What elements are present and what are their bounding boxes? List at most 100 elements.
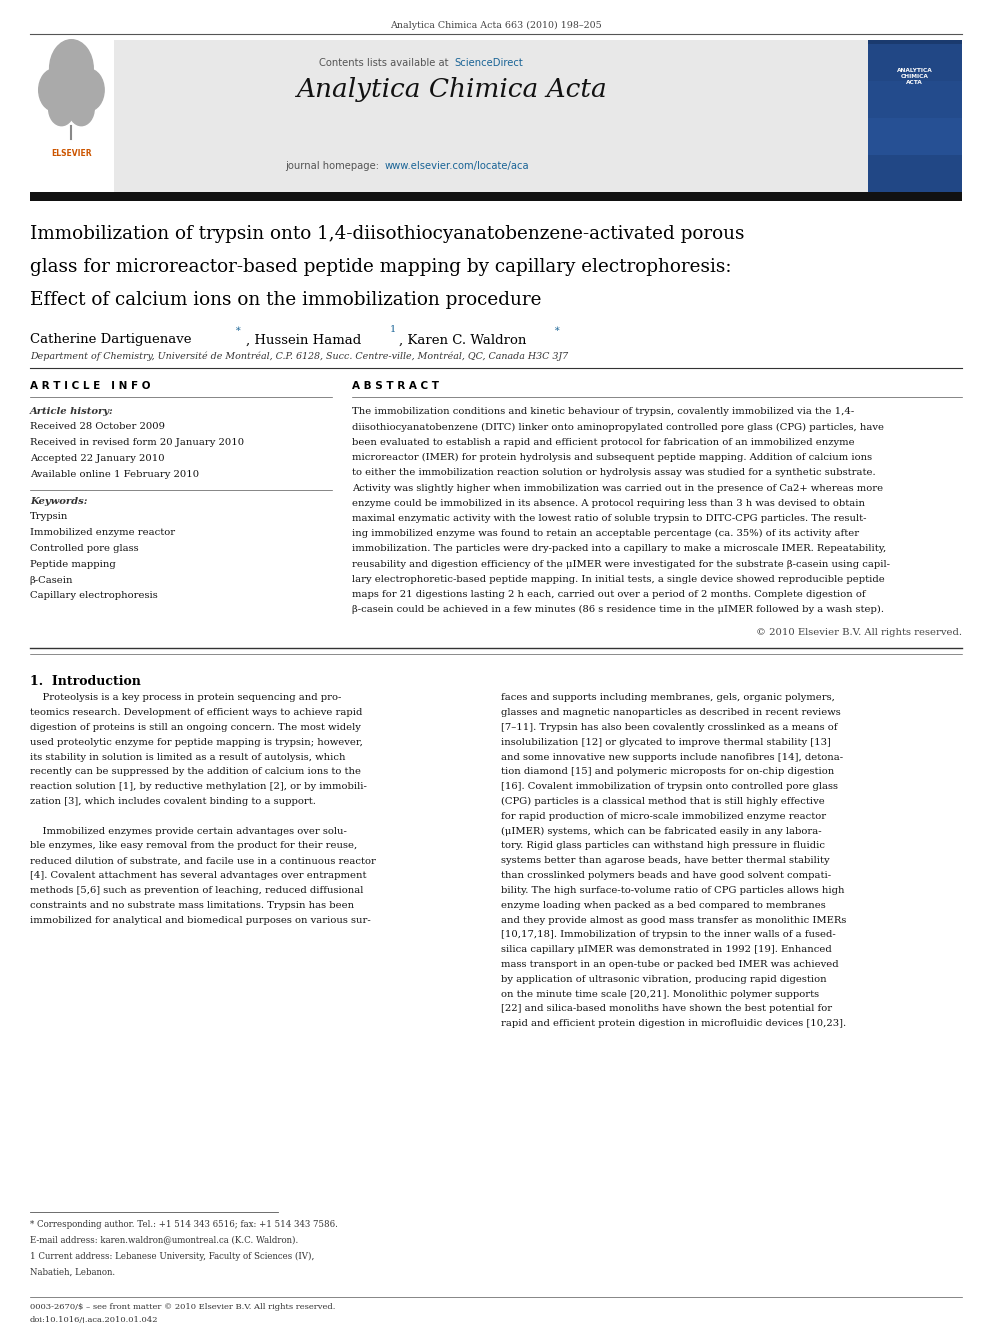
Text: been evaluated to establish a rapid and efficient protocol for fabrication of an: been evaluated to establish a rapid and … xyxy=(352,438,855,447)
Text: reaction solution [1], by reductive methylation [2], or by immobili-: reaction solution [1], by reductive meth… xyxy=(30,782,367,791)
Circle shape xyxy=(72,69,104,111)
Text: β-casein could be achieved in a few minutes (86 s residence time in the μIMER fo: β-casein could be achieved in a few minu… xyxy=(352,606,884,614)
Text: lary electrophoretic-based peptide mapping. In initial tests, a single device sh: lary electrophoretic-based peptide mappi… xyxy=(352,574,885,583)
Text: [7–11]. Trypsin has also been covalently crosslinked as a means of: [7–11]. Trypsin has also been covalently… xyxy=(501,722,837,732)
Text: A B S T R A C T: A B S T R A C T xyxy=(352,381,439,392)
Text: Article history:: Article history: xyxy=(30,407,113,417)
Text: Contents lists available at: Contents lists available at xyxy=(318,58,451,69)
Text: Trypsin: Trypsin xyxy=(30,512,68,521)
Text: 1.  Introduction: 1. Introduction xyxy=(30,675,141,688)
Text: The immobilization conditions and kinetic behaviour of trypsin, covalently immob: The immobilization conditions and kineti… xyxy=(352,407,854,417)
Text: immobilization. The particles were dry-packed into a capillary to make a microsc: immobilization. The particles were dry-p… xyxy=(352,545,887,553)
Text: ScienceDirect: ScienceDirect xyxy=(454,58,523,69)
Text: , Hussein Hamad: , Hussein Hamad xyxy=(246,333,361,347)
Text: mass transport in an open-tube or packed bed IMER was achieved: mass transport in an open-tube or packed… xyxy=(501,960,838,968)
Text: than crosslinked polymers beads and have good solvent compati-: than crosslinked polymers beads and have… xyxy=(501,871,831,880)
Text: Keywords:: Keywords: xyxy=(30,497,87,507)
Text: silica capillary μIMER was demonstrated in 1992 [19]. Enhanced: silica capillary μIMER was demonstrated … xyxy=(501,945,831,954)
Text: enzyme loading when packed as a bed compared to membranes: enzyme loading when packed as a bed comp… xyxy=(501,901,825,910)
Text: Capillary electrophoresis: Capillary electrophoresis xyxy=(30,591,158,601)
Text: Catherine Dartiguenave: Catherine Dartiguenave xyxy=(30,333,191,347)
Text: 1: 1 xyxy=(390,325,396,335)
Text: Immobilization of trypsin onto 1,4-diisothiocyanatobenzene-activated porous: Immobilization of trypsin onto 1,4-diiso… xyxy=(30,225,744,243)
Text: diisothiocyanatobenzene (DITC) linker onto aminopropylated controlled pore glass: diisothiocyanatobenzene (DITC) linker on… xyxy=(352,423,884,431)
Text: ELSEVIER: ELSEVIER xyxy=(52,149,91,159)
Circle shape xyxy=(49,91,74,126)
Text: Available online 1 February 2010: Available online 1 February 2010 xyxy=(30,470,198,479)
Text: Controlled pore glass: Controlled pore glass xyxy=(30,544,139,553)
Text: teomics research. Development of efficient ways to achieve rapid: teomics research. Development of efficie… xyxy=(30,708,362,717)
Text: reduced dilution of substrate, and facile use in a continuous reactor: reduced dilution of substrate, and facil… xyxy=(30,856,376,865)
Text: bility. The high surface-to-volume ratio of CPG particles allows high: bility. The high surface-to-volume ratio… xyxy=(501,886,844,894)
Text: microreactor (IMER) for protein hydrolysis and subsequent peptide mapping. Addit: microreactor (IMER) for protein hydrolys… xyxy=(352,452,872,462)
Text: [16]. Covalent immobilization of trypsin onto controlled pore glass: [16]. Covalent immobilization of trypsin… xyxy=(501,782,838,791)
Text: [22] and silica-based monoliths have shown the best potential for: [22] and silica-based monoliths have sho… xyxy=(501,1004,832,1013)
FancyBboxPatch shape xyxy=(868,40,962,192)
Text: Accepted 22 January 2010: Accepted 22 January 2010 xyxy=(30,454,165,463)
Text: Received in revised form 20 January 2010: Received in revised form 20 January 2010 xyxy=(30,438,244,447)
Text: immobilized for analytical and biomedical purposes on various sur-: immobilized for analytical and biomedica… xyxy=(30,916,370,925)
Text: www.elsevier.com/locate/aca: www.elsevier.com/locate/aca xyxy=(385,161,530,172)
FancyBboxPatch shape xyxy=(114,40,868,192)
Text: insolubilization [12] or glycated to improve thermal stability [13]: insolubilization [12] or glycated to imp… xyxy=(501,738,831,746)
Text: (CPG) particles is a classical method that is still highly effective: (CPG) particles is a classical method th… xyxy=(501,796,824,806)
Circle shape xyxy=(68,91,94,126)
Text: systems better than agarose beads, have better thermal stability: systems better than agarose beads, have … xyxy=(501,856,829,865)
Text: ∗: ∗ xyxy=(235,325,242,335)
Text: * Corresponding author. Tel.: +1 514 343 6516; fax: +1 514 343 7586.: * Corresponding author. Tel.: +1 514 343… xyxy=(30,1220,337,1229)
Text: ∗: ∗ xyxy=(554,325,560,335)
Circle shape xyxy=(39,69,70,111)
Text: Nabatieh, Lebanon.: Nabatieh, Lebanon. xyxy=(30,1267,115,1277)
Text: constraints and no substrate mass limitations. Trypsin has been: constraints and no substrate mass limita… xyxy=(30,901,354,910)
Text: zation [3], which includes covalent binding to a support.: zation [3], which includes covalent bind… xyxy=(30,796,315,806)
Text: to either the immobilization reaction solution or hydrolysis assay was studied f: to either the immobilization reaction so… xyxy=(352,468,876,478)
Text: Received 28 October 2009: Received 28 October 2009 xyxy=(30,422,165,431)
Text: , Karen C. Waldron: , Karen C. Waldron xyxy=(399,333,526,347)
Text: Department of Chemistry, Université de Montréal, C.P. 6128, Succ. Centre-ville, : Department of Chemistry, Université de M… xyxy=(30,352,567,361)
Text: rapid and efficient protein digestion in microfluidic devices [10,23].: rapid and efficient protein digestion in… xyxy=(501,1019,846,1028)
Text: tion diamond [15] and polymeric microposts for on-chip digestion: tion diamond [15] and polymeric micropos… xyxy=(501,767,834,777)
Text: glass for microreactor-based peptide mapping by capillary electrophoresis:: glass for microreactor-based peptide map… xyxy=(30,258,731,277)
Text: maximal enzymatic activity with the lowest ratio of soluble trypsin to DITC-CPG : maximal enzymatic activity with the lowe… xyxy=(352,515,867,523)
FancyBboxPatch shape xyxy=(868,44,962,81)
Text: Peptide mapping: Peptide mapping xyxy=(30,560,115,569)
Text: reusability and digestion efficiency of the μIMER were investigated for the subs: reusability and digestion efficiency of … xyxy=(352,560,890,569)
Text: and some innovative new supports include nanofibres [14], detona-: and some innovative new supports include… xyxy=(501,753,843,762)
Text: [10,17,18]. Immobilization of trypsin to the inner walls of a fused-: [10,17,18]. Immobilization of trypsin to… xyxy=(501,930,835,939)
Text: 0003-2670/$ – see front matter © 2010 Elsevier B.V. All rights reserved.: 0003-2670/$ – see front matter © 2010 El… xyxy=(30,1303,335,1311)
Text: methods [5,6] such as prevention of leaching, reduced diffusional: methods [5,6] such as prevention of leac… xyxy=(30,886,363,894)
Text: β-Casein: β-Casein xyxy=(30,576,73,585)
Text: enzyme could be immobilized in its absence. A protocol requiring less than 3 h w: enzyme could be immobilized in its absen… xyxy=(352,499,865,508)
Text: ble enzymes, like easy removal from the product for their reuse,: ble enzymes, like easy removal from the … xyxy=(30,841,357,851)
Text: by application of ultrasonic vibration, producing rapid digestion: by application of ultrasonic vibration, … xyxy=(501,975,826,984)
Text: faces and supports including membranes, gels, organic polymers,: faces and supports including membranes, … xyxy=(501,693,835,703)
Text: Proteolysis is a key process in protein sequencing and pro-: Proteolysis is a key process in protein … xyxy=(30,693,341,703)
Text: maps for 21 digestions lasting 2 h each, carried out over a period of 2 months. : maps for 21 digestions lasting 2 h each,… xyxy=(352,590,866,599)
Text: tory. Rigid glass particles can withstand high pressure in fluidic: tory. Rigid glass particles can withstan… xyxy=(501,841,825,851)
Text: Effect of calcium ions on the immobilization procedure: Effect of calcium ions on the immobiliza… xyxy=(30,291,542,310)
Text: (μIMER) systems, which can be fabricated easily in any labora-: (μIMER) systems, which can be fabricated… xyxy=(501,827,821,836)
Text: digestion of proteins is still an ongoing concern. The most widely: digestion of proteins is still an ongoin… xyxy=(30,722,361,732)
Text: glasses and magnetic nanoparticles as described in recent reviews: glasses and magnetic nanoparticles as de… xyxy=(501,708,840,717)
Text: journal homepage:: journal homepage: xyxy=(285,161,382,172)
Text: on the minute time scale [20,21]. Monolithic polymer supports: on the minute time scale [20,21]. Monoli… xyxy=(501,990,819,999)
Text: recently can be suppressed by the addition of calcium ions to the: recently can be suppressed by the additi… xyxy=(30,767,361,777)
Circle shape xyxy=(50,40,93,98)
FancyBboxPatch shape xyxy=(30,40,114,192)
Text: doi:10.1016/j.aca.2010.01.042: doi:10.1016/j.aca.2010.01.042 xyxy=(30,1316,159,1323)
Text: Analytica Chimica Acta 663 (2010) 198–205: Analytica Chimica Acta 663 (2010) 198–20… xyxy=(390,21,602,30)
Text: for rapid production of micro-scale immobilized enzyme reactor: for rapid production of micro-scale immo… xyxy=(501,812,826,820)
Text: Activity was slightly higher when immobilization was carried out in the presence: Activity was slightly higher when immobi… xyxy=(352,483,883,492)
Text: [4]. Covalent attachment has several advantages over entrapment: [4]. Covalent attachment has several adv… xyxy=(30,871,366,880)
Text: E-mail address: karen.waldron@umontreal.ca (K.C. Waldron).: E-mail address: karen.waldron@umontreal.… xyxy=(30,1236,298,1245)
Text: ANALYTICA
CHIMICA
ACTA: ANALYTICA CHIMICA ACTA xyxy=(897,67,932,86)
FancyBboxPatch shape xyxy=(30,192,962,201)
Text: © 2010 Elsevier B.V. All rights reserved.: © 2010 Elsevier B.V. All rights reserved… xyxy=(756,628,962,638)
Text: its stability in solution is limited as a result of autolysis, which: its stability in solution is limited as … xyxy=(30,753,345,762)
Text: Immobilized enzymes provide certain advantages over solu-: Immobilized enzymes provide certain adva… xyxy=(30,827,346,836)
FancyBboxPatch shape xyxy=(868,155,962,192)
Text: used proteolytic enzyme for peptide mapping is trypsin; however,: used proteolytic enzyme for peptide mapp… xyxy=(30,738,363,746)
Text: Immobilized enzyme reactor: Immobilized enzyme reactor xyxy=(30,528,175,537)
Text: 1 Current address: Lebanese University, Faculty of Sciences (IV),: 1 Current address: Lebanese University, … xyxy=(30,1252,314,1261)
FancyBboxPatch shape xyxy=(868,118,962,155)
